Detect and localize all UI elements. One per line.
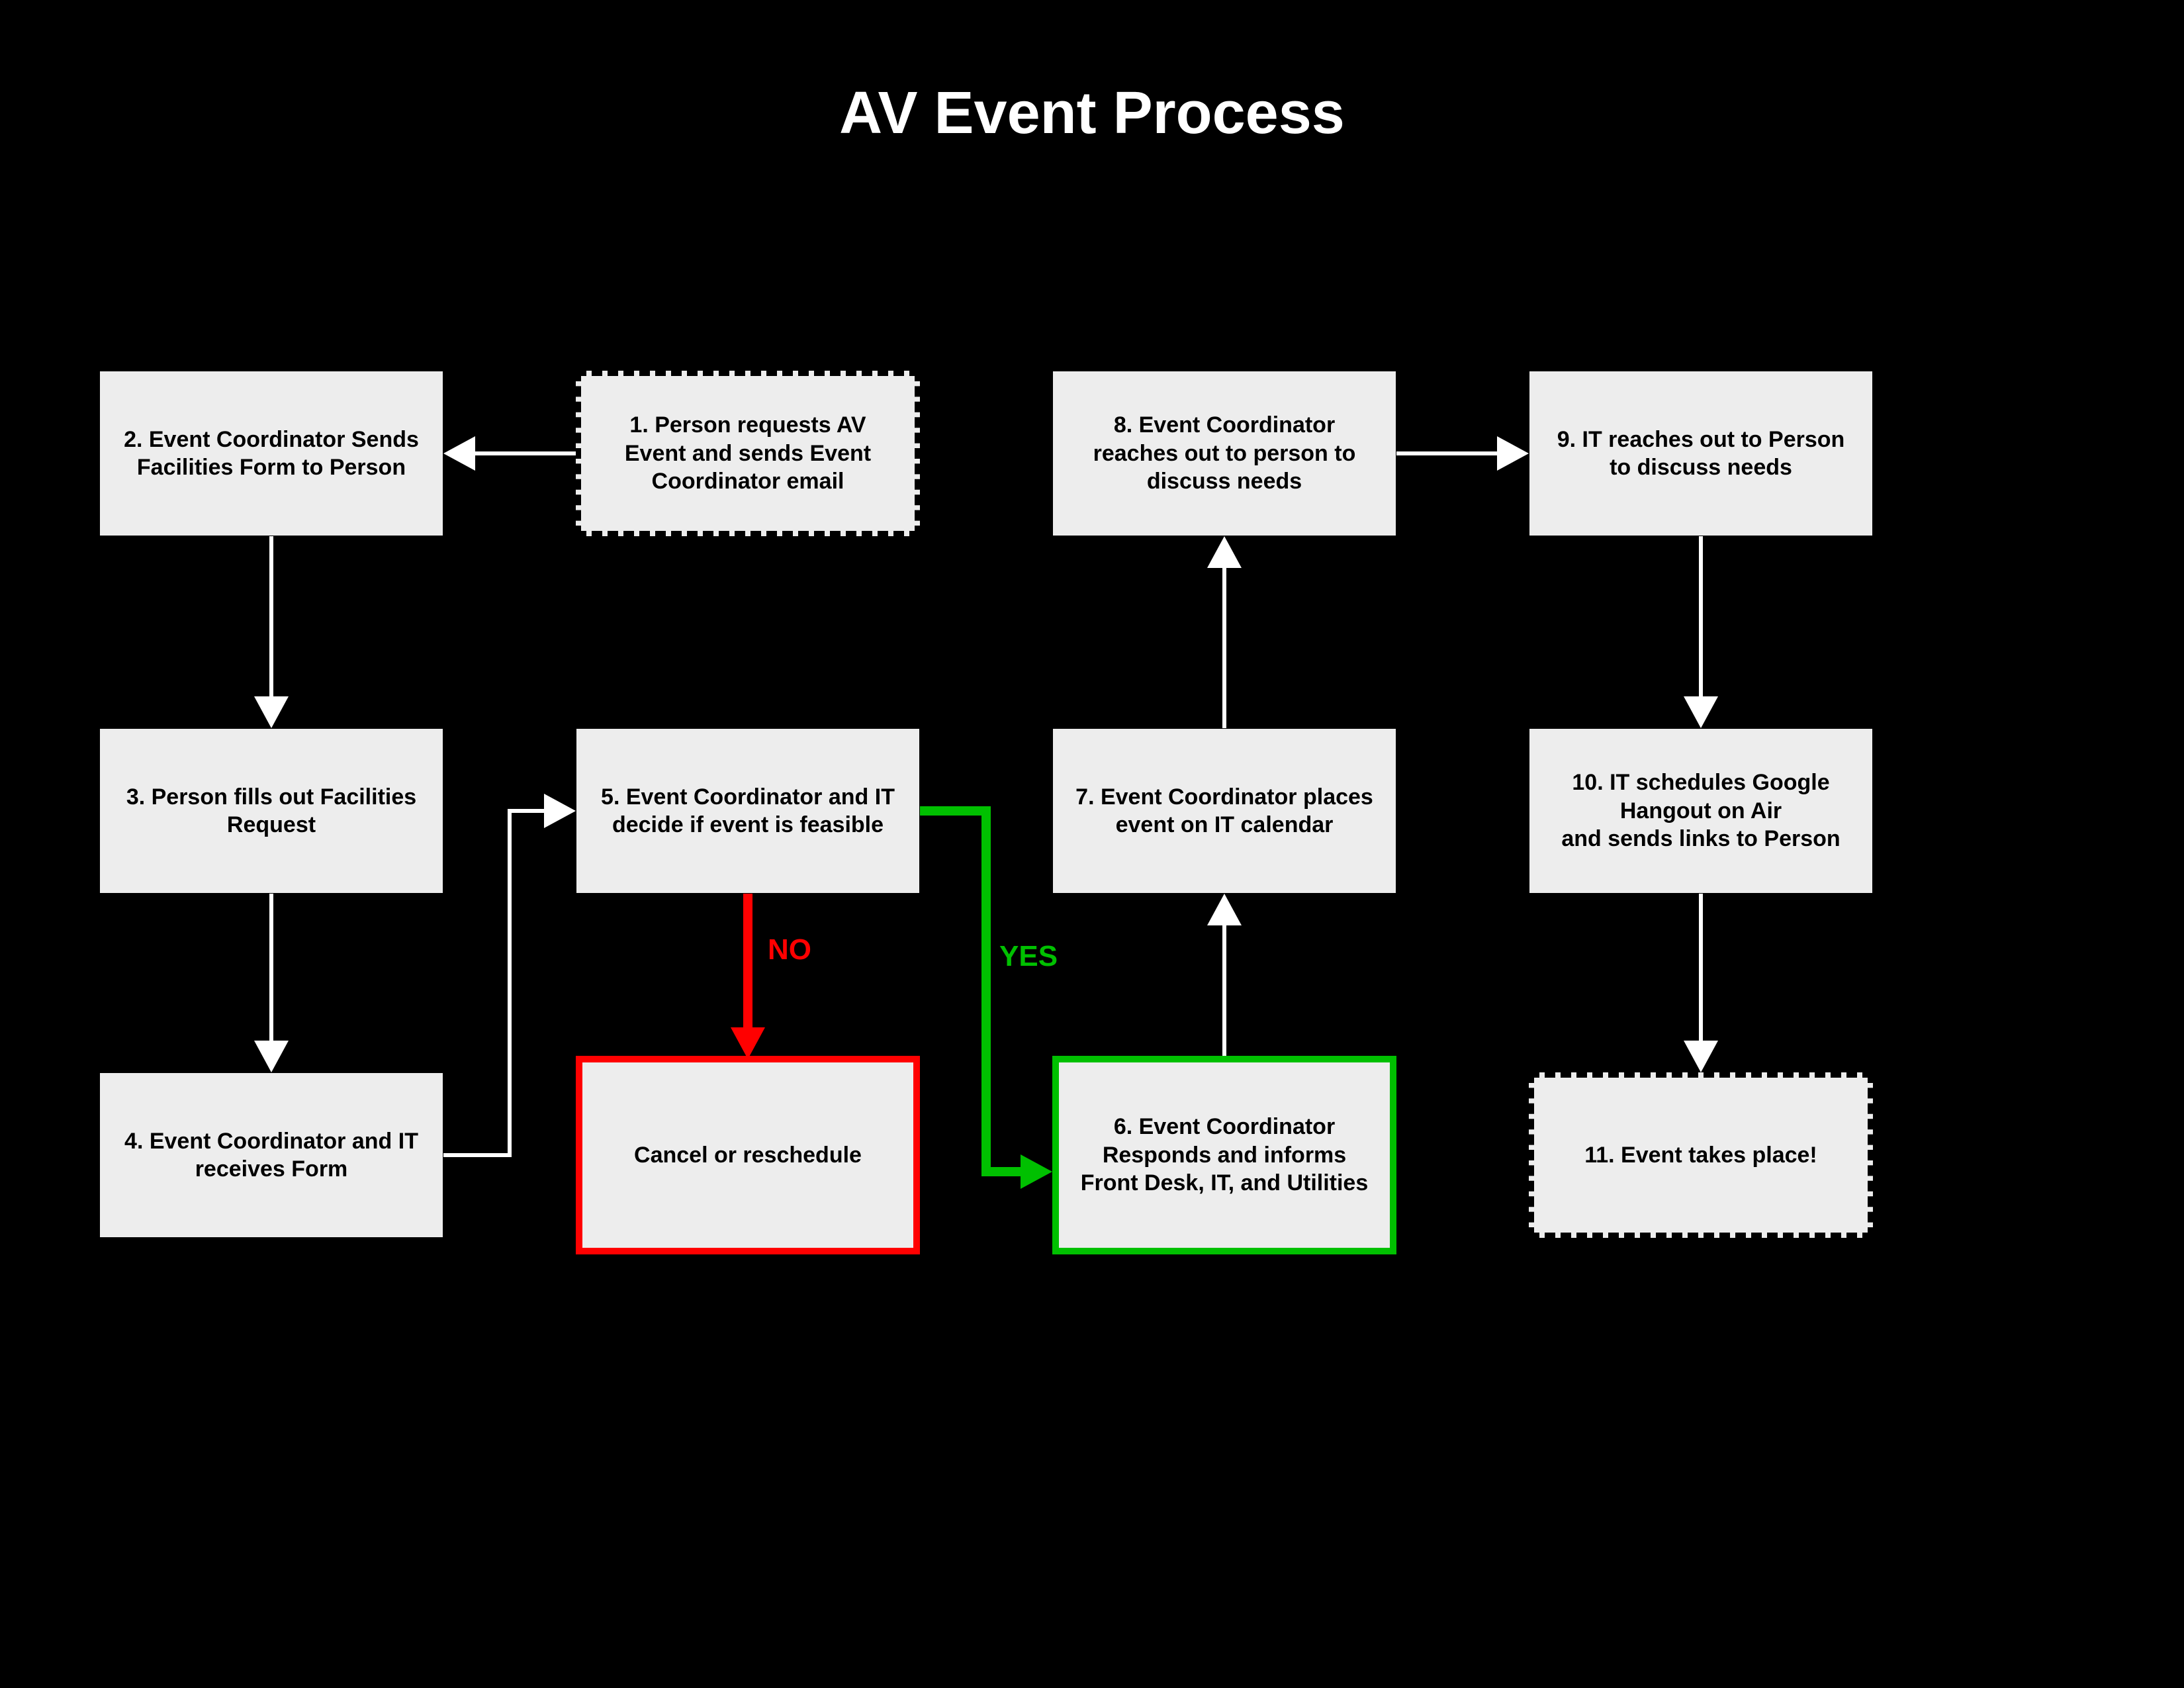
arrowhead-e_3_4	[254, 1041, 289, 1072]
flow-node-n9: 9. IT reaches out to Person to discuss n…	[1529, 371, 1873, 536]
flow-node-label: 8. Event Coordinator reaches out to pers…	[1073, 411, 1376, 496]
arrowhead-e_1_2	[443, 436, 475, 471]
edge-label-no: NO	[768, 933, 811, 966]
flow-node-nC: Cancel or reschedule	[576, 1056, 920, 1254]
flow-node-n1: 1. Person requests AV Event and sends Ev…	[576, 371, 920, 536]
arrowhead-e_9_10	[1684, 696, 1718, 728]
flow-node-n11: 11. Event takes place!	[1529, 1072, 1873, 1238]
flow-node-label: 4. Event Coordinator and IT receives For…	[120, 1127, 423, 1184]
flow-node-label: 5. Event Coordinator and IT decide if ev…	[596, 783, 899, 839]
flow-node-label: 7. Event Coordinator places event on IT …	[1073, 783, 1376, 839]
arrowhead-e_10_11	[1684, 1041, 1718, 1072]
flow-node-label: 6. Event Coordinator Responds and inform…	[1079, 1113, 1370, 1197]
edge-e_4_5	[443, 811, 544, 1155]
flow-node-label: 11. Event takes place!	[1584, 1141, 1817, 1170]
arrowhead-e_7_8	[1207, 536, 1242, 568]
flow-node-label: 2. Event Coordinator Sends Facilities Fo…	[120, 426, 423, 482]
flowchart-canvas: AV Event Process 2. Event Coordinator Se…	[0, 0, 2184, 1688]
flow-node-n4: 4. Event Coordinator and IT receives For…	[99, 1072, 443, 1238]
arrowhead-e_8_9	[1497, 436, 1529, 471]
arrowhead-e_4_5	[544, 794, 576, 828]
flow-node-n6: 6. Event Coordinator Responds and inform…	[1052, 1056, 1396, 1254]
flow-node-n5: 5. Event Coordinator and IT decide if ev…	[576, 728, 920, 894]
flow-node-label: 3. Person fills out Facilities Request	[120, 783, 423, 839]
flow-node-label: 1. Person requests AV Event and sends Ev…	[601, 411, 895, 496]
flow-node-label: 10. IT schedules Google Hangout on Air a…	[1549, 769, 1852, 853]
diagram-title: AV Event Process	[0, 79, 2184, 148]
flow-node-n2: 2. Event Coordinator Sends Facilities Fo…	[99, 371, 443, 536]
arrowhead-e_6_7	[1207, 894, 1242, 925]
flow-node-label: 9. IT reaches out to Person to discuss n…	[1549, 426, 1852, 482]
edge-label-yes: YES	[999, 940, 1058, 973]
arrowhead-e_2_3	[254, 696, 289, 728]
edge-e_5_yes	[920, 811, 1021, 1172]
arrowhead-e_5_yes	[1021, 1154, 1052, 1189]
flow-node-label: Cancel or reschedule	[634, 1141, 862, 1170]
arrowhead-e_5_no	[731, 1027, 765, 1059]
flow-node-n3: 3. Person fills out Facilities Request	[99, 728, 443, 894]
flow-node-n7: 7. Event Coordinator places event on IT …	[1052, 728, 1396, 894]
flow-node-n8: 8. Event Coordinator reaches out to pers…	[1052, 371, 1396, 536]
flow-node-n10: 10. IT schedules Google Hangout on Air a…	[1529, 728, 1873, 894]
